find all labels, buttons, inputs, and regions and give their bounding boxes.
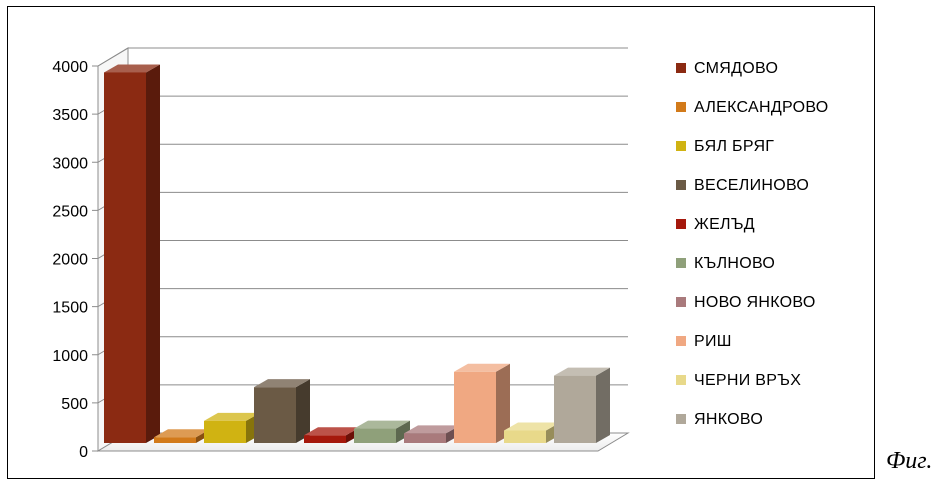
bar	[354, 420, 410, 443]
legend-swatch	[676, 141, 686, 151]
gridlines	[92, 47, 628, 452]
legend-swatch	[676, 297, 686, 307]
bar-top-face	[304, 427, 360, 436]
legend-item: ЯНКОВО	[676, 411, 763, 428]
bars	[104, 64, 610, 443]
gridline	[97, 336, 628, 356]
figure-caption: Фиг.	[886, 448, 933, 474]
bar-front-face	[154, 437, 196, 443]
legend-swatch	[676, 258, 686, 268]
legend-item: БЯЛ БРЯГ	[676, 138, 774, 155]
y-tick-label: 0	[79, 444, 88, 461]
legend-label: РИШ	[694, 333, 732, 350]
y-tick-label: 4000	[52, 59, 88, 76]
gridline	[97, 191, 628, 211]
legend: СМЯДОВО АЛЕКСАНДРОВО БЯЛ БРЯГ ВЕСЕЛИНОВО ЖЕЛ…	[676, 60, 829, 428]
y-tick-label: 500	[61, 396, 88, 413]
bar-front-face	[454, 371, 496, 443]
legend-swatch	[676, 180, 686, 190]
legend-label: ЖЕЛЪД	[694, 216, 755, 233]
bar-top-face	[404, 425, 460, 434]
legend-label: КЪЛНОВО	[694, 255, 775, 272]
bar-top-face	[254, 379, 310, 388]
bar-front-face	[304, 435, 346, 443]
legend-label: БЯЛ БРЯГ	[694, 138, 774, 155]
legend-label: АЛЕКСАНДРОВО	[694, 99, 829, 116]
bar	[554, 367, 610, 443]
bar	[204, 412, 260, 443]
bar-top-face	[354, 420, 410, 429]
chart-walls	[96, 47, 630, 452]
y-tick-label: 1500	[52, 300, 88, 317]
legend-item: СМЯДОВО	[676, 60, 778, 77]
bar-side-face	[146, 64, 160, 443]
bar-front-face	[504, 430, 546, 443]
legend-swatch	[676, 336, 686, 346]
bar-front-face	[204, 420, 246, 443]
legend-item: НОВО ЯНКОВО	[676, 294, 816, 311]
bar-side-face	[596, 367, 610, 443]
bar-top-face	[554, 367, 610, 376]
bar-front-face	[354, 428, 396, 443]
bar-side-face	[496, 363, 510, 443]
legend-label: СМЯДОВО	[694, 60, 778, 77]
bar-side-face	[396, 420, 410, 443]
legend-item: АЛЕКСАНДРОВО	[676, 99, 829, 116]
bar-front-face	[554, 375, 596, 443]
bar	[104, 64, 160, 443]
bar	[454, 363, 510, 443]
legend-label: ВЕСЕЛИНОВО	[694, 177, 809, 194]
bar	[254, 379, 310, 443]
bar-top-face	[454, 363, 510, 372]
legend-item: ЖЕЛЪД	[676, 216, 755, 233]
legend-item: РИШ	[676, 333, 732, 350]
legend-swatch	[676, 63, 686, 73]
gridline	[97, 384, 628, 404]
bar-front-face	[104, 72, 146, 443]
bar-side-face	[296, 379, 310, 443]
legend-swatch	[676, 219, 686, 229]
gridline	[97, 240, 628, 259]
gridline	[97, 288, 628, 308]
bar-top-face	[104, 64, 160, 73]
y-tick-label: 2500	[52, 203, 88, 220]
y-axis-ticks: 0 500 1000 1500 2000 2500 3000 3500 4000	[52, 59, 88, 461]
legend-item: ВЕСЕЛИНОВО	[676, 177, 809, 194]
legend-swatch	[676, 375, 686, 385]
legend-label: ЧЕРНИ ВРЪХ	[694, 372, 801, 389]
legend-label: НОВО ЯНКОВО	[694, 294, 816, 311]
bar-top-face	[504, 422, 560, 431]
y-tick-label: 1000	[52, 348, 88, 365]
gridline	[97, 47, 628, 67]
bar	[504, 422, 560, 443]
bar-front-face	[404, 433, 446, 443]
y-tick-label: 3500	[52, 107, 88, 124]
legend-swatch	[676, 102, 686, 112]
gridline	[97, 95, 628, 115]
y-tick-label: 3000	[52, 155, 88, 172]
gridline	[97, 143, 628, 163]
legend-swatch	[676, 414, 686, 424]
legend-item: КЪЛНОВО	[676, 255, 775, 272]
legend-item: ЧЕРНИ ВРЪХ	[676, 372, 801, 389]
y-tick-label: 2000	[52, 252, 88, 269]
bar-front-face	[254, 387, 296, 443]
bar-top-face	[154, 429, 210, 438]
legend-label: ЯНКОВО	[694, 411, 763, 428]
bar-top-face	[204, 412, 260, 421]
